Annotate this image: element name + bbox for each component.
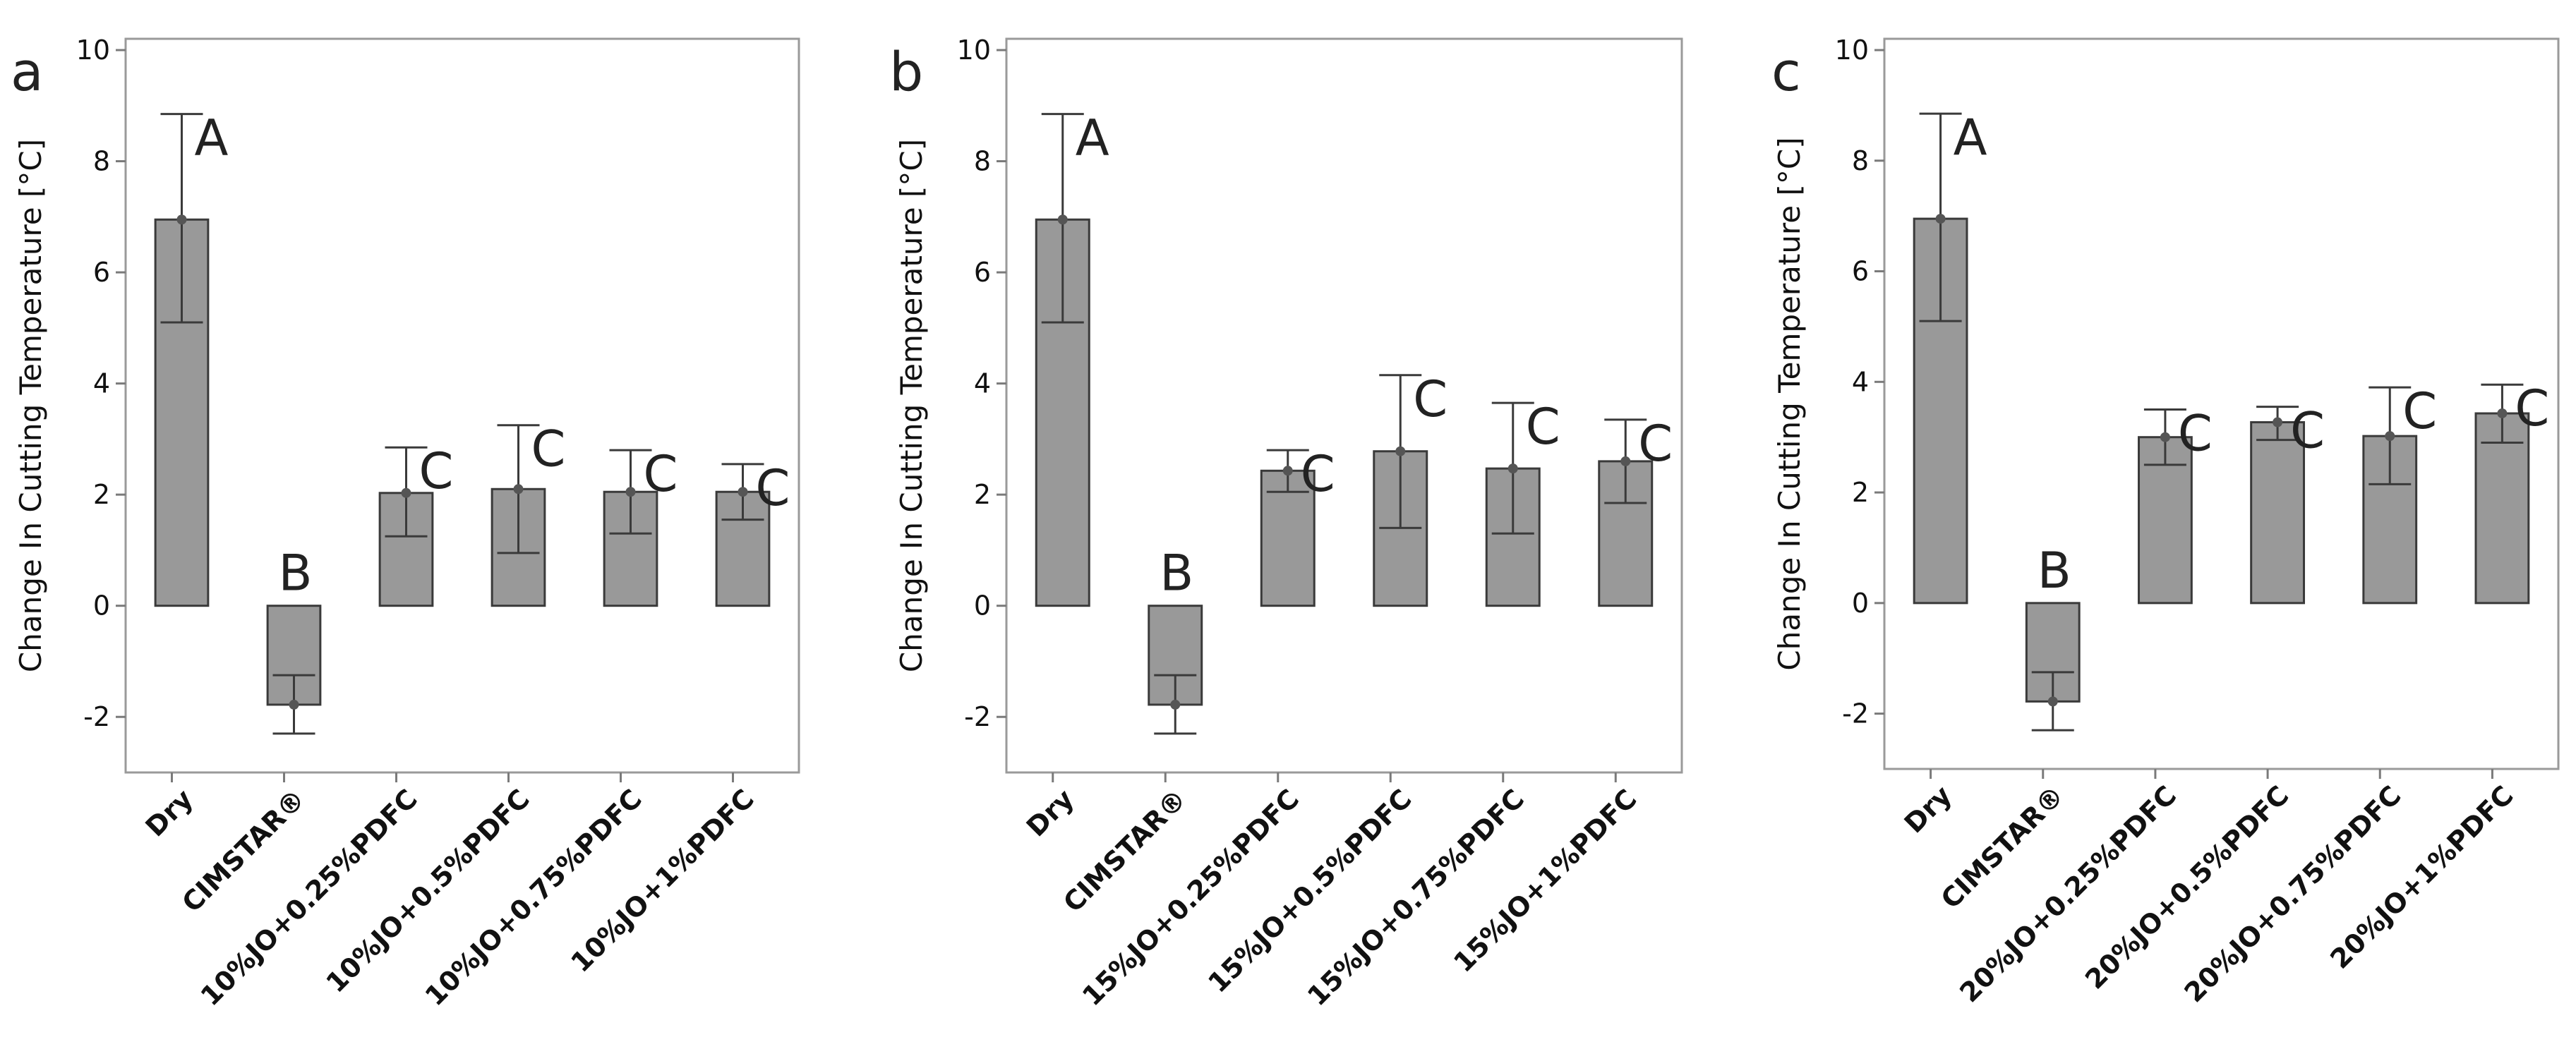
y-tick-label: 2 bbox=[974, 479, 991, 510]
group-letter: B bbox=[2038, 542, 2071, 600]
y-tick-label: 10 bbox=[76, 35, 110, 66]
mean-point bbox=[2160, 432, 2170, 442]
mean-point bbox=[1057, 214, 1068, 225]
y-axis-label: Change In Cutting Temperature [°C] bbox=[1772, 137, 1807, 670]
group-letter: C bbox=[2402, 382, 2437, 440]
group-letter: C bbox=[1638, 415, 1673, 473]
y-tick-label: -2 bbox=[964, 701, 991, 732]
mean-point bbox=[2385, 431, 2395, 442]
group-letter: C bbox=[1413, 370, 1448, 428]
group-letter: C bbox=[1301, 445, 1335, 503]
x-tick-label: 20%JO+1%PDFC bbox=[2324, 780, 2519, 974]
mean-point bbox=[1620, 456, 1631, 466]
x-tick-label: 20%JO+0.25%PDFC bbox=[1954, 780, 2182, 1008]
panel-letter: c bbox=[1771, 40, 1801, 103]
y-tick-label: 2 bbox=[1852, 477, 1869, 508]
mean-point bbox=[513, 484, 524, 495]
mean-point bbox=[738, 487, 748, 497]
panel-letter: a bbox=[11, 40, 44, 103]
panel-letter: b bbox=[889, 40, 923, 103]
group-letter: A bbox=[195, 109, 229, 167]
bar bbox=[2474, 412, 2530, 605]
x-tick-label: Dry bbox=[1021, 783, 1080, 842]
x-tick-label: Dry bbox=[140, 783, 199, 842]
x-tick-label: 15%JO+1%PDFC bbox=[1448, 783, 1642, 978]
mean-point bbox=[2047, 696, 2058, 707]
y-tick-label: 6 bbox=[93, 257, 110, 288]
x-tick-label: 10%JO+0.25%PDFC bbox=[195, 783, 423, 1012]
x-tick-label: 20%JO+0.75%PDFC bbox=[2179, 780, 2407, 1008]
group-letter: C bbox=[419, 442, 454, 500]
x-tick-label: 10%JO+0.5%PDFC bbox=[320, 783, 535, 998]
x-tick-label: 15%JO+0.5%PDFC bbox=[1202, 783, 1417, 998]
panel-a: a -2 0 2 4 6 8 10 Change In Cutting Temperature … bbox=[11, 35, 800, 1012]
x-tick-label: 10%JO+1%PDFC bbox=[565, 783, 759, 978]
x-tick-label: 20%JO+0.5%PDFC bbox=[2079, 780, 2294, 995]
y-axis-label: Change In Cutting Temperature [°C] bbox=[13, 139, 48, 672]
y-tick-label: 10 bbox=[1835, 35, 1869, 66]
mean-point bbox=[1935, 214, 1946, 224]
mean-point bbox=[176, 214, 187, 225]
y-tick-label: 0 bbox=[93, 590, 110, 621]
y-tick-label: 4 bbox=[1852, 366, 1869, 397]
x-tick-label: 15%JO+0.25%PDFC bbox=[1076, 783, 1305, 1012]
y-axis-label: Change In Cutting Temperature [°C] bbox=[894, 139, 929, 672]
y-tick-label: 4 bbox=[93, 368, 110, 399]
panel-b: b -2 0 2 4 6 8 10 Change In Cutting Temperature … bbox=[889, 35, 1683, 1012]
y-tick-label: 0 bbox=[974, 590, 991, 621]
group-letter: C bbox=[1526, 398, 1560, 456]
y-tick-label: 4 bbox=[974, 368, 991, 399]
bar bbox=[154, 218, 210, 607]
group-letter: C bbox=[2515, 380, 2549, 437]
group-letter: B bbox=[279, 545, 313, 602]
group-letter: C bbox=[2178, 405, 2213, 463]
y-tick-label: 8 bbox=[1852, 145, 1869, 176]
group-letter: C bbox=[531, 420, 566, 478]
group-letter: B bbox=[1160, 545, 1193, 602]
y-tick-label: -2 bbox=[83, 701, 110, 732]
mean-point bbox=[1170, 699, 1181, 710]
bar bbox=[715, 490, 771, 607]
plot-frame bbox=[1005, 37, 1683, 774]
group-letter: A bbox=[1076, 109, 1109, 167]
mean-point bbox=[1282, 466, 1293, 476]
y-tick-label: -2 bbox=[1842, 698, 1869, 729]
mean-point bbox=[289, 699, 299, 710]
y-tick-label: 10 bbox=[957, 35, 991, 66]
panel-c: c -2 0 2 4 6 8 10 Change In Cutting Temperature … bbox=[1771, 35, 2560, 1008]
mean-point bbox=[1395, 446, 1406, 456]
mean-point bbox=[2497, 408, 2508, 418]
group-letter: C bbox=[756, 459, 790, 517]
plot-frame bbox=[1883, 37, 2560, 770]
mean-point bbox=[1507, 463, 1518, 474]
y-tick-label: 8 bbox=[93, 146, 110, 177]
y-tick-label: 0 bbox=[1852, 588, 1869, 619]
mean-point bbox=[625, 487, 636, 497]
mean-point bbox=[2273, 417, 2283, 428]
x-tick-label: Dry bbox=[1898, 780, 1958, 839]
y-tick-label: 8 bbox=[974, 146, 991, 177]
x-tick-label: 15%JO+0.75%PDFC bbox=[1301, 783, 1530, 1012]
mean-point bbox=[401, 487, 411, 498]
y-tick-label: 2 bbox=[93, 479, 110, 510]
group-letter: A bbox=[1954, 109, 1987, 166]
bar bbox=[2250, 421, 2305, 605]
bar bbox=[1260, 469, 1316, 607]
y-tick-label: 6 bbox=[974, 257, 991, 288]
plot-frame bbox=[124, 37, 800, 774]
group-letter: C bbox=[2290, 402, 2325, 460]
y-tick-label: 6 bbox=[1852, 256, 1869, 287]
group-letter: C bbox=[644, 445, 678, 503]
x-tick-label: 10%JO+0.75%PDFC bbox=[419, 783, 648, 1012]
